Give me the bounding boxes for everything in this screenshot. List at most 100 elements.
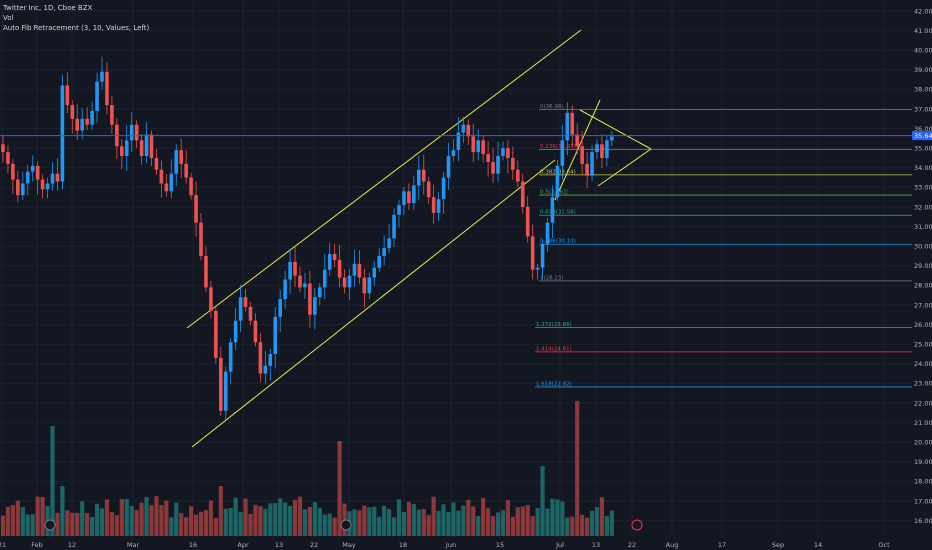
volume-bar xyxy=(550,498,555,536)
candle-body xyxy=(560,140,565,166)
volume-bar xyxy=(421,508,426,536)
candle-body xyxy=(194,195,198,223)
candle-body xyxy=(129,124,134,141)
candle-body xyxy=(352,263,357,276)
candle-body xyxy=(1,144,5,153)
time-tick-label: 15 xyxy=(496,541,504,549)
candle-body xyxy=(219,357,223,411)
price-tick-label: 36.00 xyxy=(914,125,932,133)
price-tick-label: 35.00 xyxy=(914,145,932,153)
candle-body xyxy=(530,236,535,270)
candle-body xyxy=(179,150,183,164)
time-tick-label: 13 xyxy=(275,541,283,549)
candle-body xyxy=(25,171,30,184)
earnings-marker[interactable] xyxy=(44,519,56,531)
volume-bar xyxy=(109,512,114,536)
volume-bar xyxy=(401,511,407,536)
price-tick-label: 21.00 xyxy=(914,419,932,427)
candle-body xyxy=(174,150,179,174)
candle-body xyxy=(204,256,208,288)
candle-body xyxy=(466,124,471,137)
candle-body xyxy=(496,156,500,174)
volume-bar xyxy=(50,426,55,536)
candle-body xyxy=(273,316,278,354)
volume-bar xyxy=(139,502,144,536)
candle-body xyxy=(209,287,213,311)
volume-bar xyxy=(357,510,362,536)
volume-bar xyxy=(20,507,25,536)
candle-body xyxy=(486,154,490,162)
volume-bar xyxy=(481,497,486,536)
time-tick-label: 18 xyxy=(399,541,407,549)
volume-bar xyxy=(75,512,80,536)
volume-bar xyxy=(159,505,164,536)
volume-bar xyxy=(144,496,149,536)
price-tick-label: 33.00 xyxy=(914,184,932,192)
candle-body xyxy=(392,214,396,239)
candle-body xyxy=(298,275,302,288)
candle-body xyxy=(461,124,466,133)
volume-bar xyxy=(288,506,293,536)
svg-text:35.64: 35.64 xyxy=(914,132,932,140)
volume-bar xyxy=(456,510,461,536)
volume-bar xyxy=(149,505,154,536)
candle-body xyxy=(21,183,25,196)
time-axis[interactable]: 21 Feb 12 Mar 16 Apr 13 22 May 18 Jun 15 Jul 13 22 Aug 1… xyxy=(0,541,890,549)
candle-body xyxy=(471,136,476,153)
candle-body xyxy=(105,71,109,106)
volume-bar xyxy=(0,515,6,536)
volume-bar xyxy=(510,516,515,536)
earnings-marker[interactable] xyxy=(340,519,352,531)
volume-bar xyxy=(94,503,100,536)
volume-bar xyxy=(134,510,139,536)
candle-body xyxy=(85,118,89,125)
channel-lower-line[interactable] xyxy=(191,159,556,448)
volume-bar xyxy=(30,514,35,536)
candle-body xyxy=(511,158,515,170)
fib-retracement[interactable]: 0(36.98)0.236(34.93)0.382(33.64)0.5(32.6… xyxy=(535,104,912,388)
indicator-legend[interactable]: Auto Fib Retracement (3, 10, Values, Lef… xyxy=(3,24,150,32)
price-tick-label: 24.00 xyxy=(914,360,932,368)
volume-legend[interactable]: Vol xyxy=(3,14,14,22)
earnings-marker[interactable] xyxy=(631,519,643,531)
candle-body xyxy=(80,118,84,131)
volume-bar xyxy=(218,486,223,536)
volume-bar xyxy=(426,515,431,536)
volume-bar xyxy=(278,498,283,536)
volume-bar xyxy=(40,496,45,536)
symbol-title[interactable]: Twitter Inc, 1D, Cboe BZX xyxy=(3,4,93,12)
price-axis[interactable]: 42.00 41.00 40.00 39.00 38.00 37.00 36.00 35.00… xyxy=(914,7,932,525)
candle-body xyxy=(540,244,545,268)
candle-body xyxy=(144,134,149,157)
volume-bar xyxy=(525,505,530,536)
volume-bar xyxy=(85,513,90,536)
triangle-lower-line[interactable] xyxy=(597,148,652,187)
time-tick-label: Jul xyxy=(555,541,564,549)
volume-bar xyxy=(570,516,575,536)
channel-drawing[interactable] xyxy=(186,29,652,448)
time-tick-label: May xyxy=(342,541,356,549)
triangle-upper-line[interactable] xyxy=(579,109,652,150)
candle-body xyxy=(268,354,273,366)
price-tick-label: 17.00 xyxy=(914,497,932,505)
volume-bar xyxy=(545,508,550,536)
volume-bar xyxy=(466,499,471,536)
price-tick-label: 18.00 xyxy=(914,478,932,486)
price-tick-label: 32.00 xyxy=(914,203,932,211)
volume-bar xyxy=(362,505,367,536)
candle-body xyxy=(248,306,253,321)
volume-bar xyxy=(594,507,600,536)
time-tick-label: Jun xyxy=(445,541,456,549)
volume-bar xyxy=(193,514,199,536)
volume-bar xyxy=(451,502,456,536)
candle-body xyxy=(120,146,124,157)
candle-body xyxy=(313,297,317,315)
candle-body xyxy=(253,320,258,343)
price-tick-label: 20.00 xyxy=(914,439,932,447)
time-tick-label: Apr xyxy=(237,541,249,549)
volume-bar xyxy=(154,496,159,536)
candle-body xyxy=(16,179,20,196)
channel-upper-line[interactable] xyxy=(186,29,582,329)
volume-bar xyxy=(302,509,308,536)
